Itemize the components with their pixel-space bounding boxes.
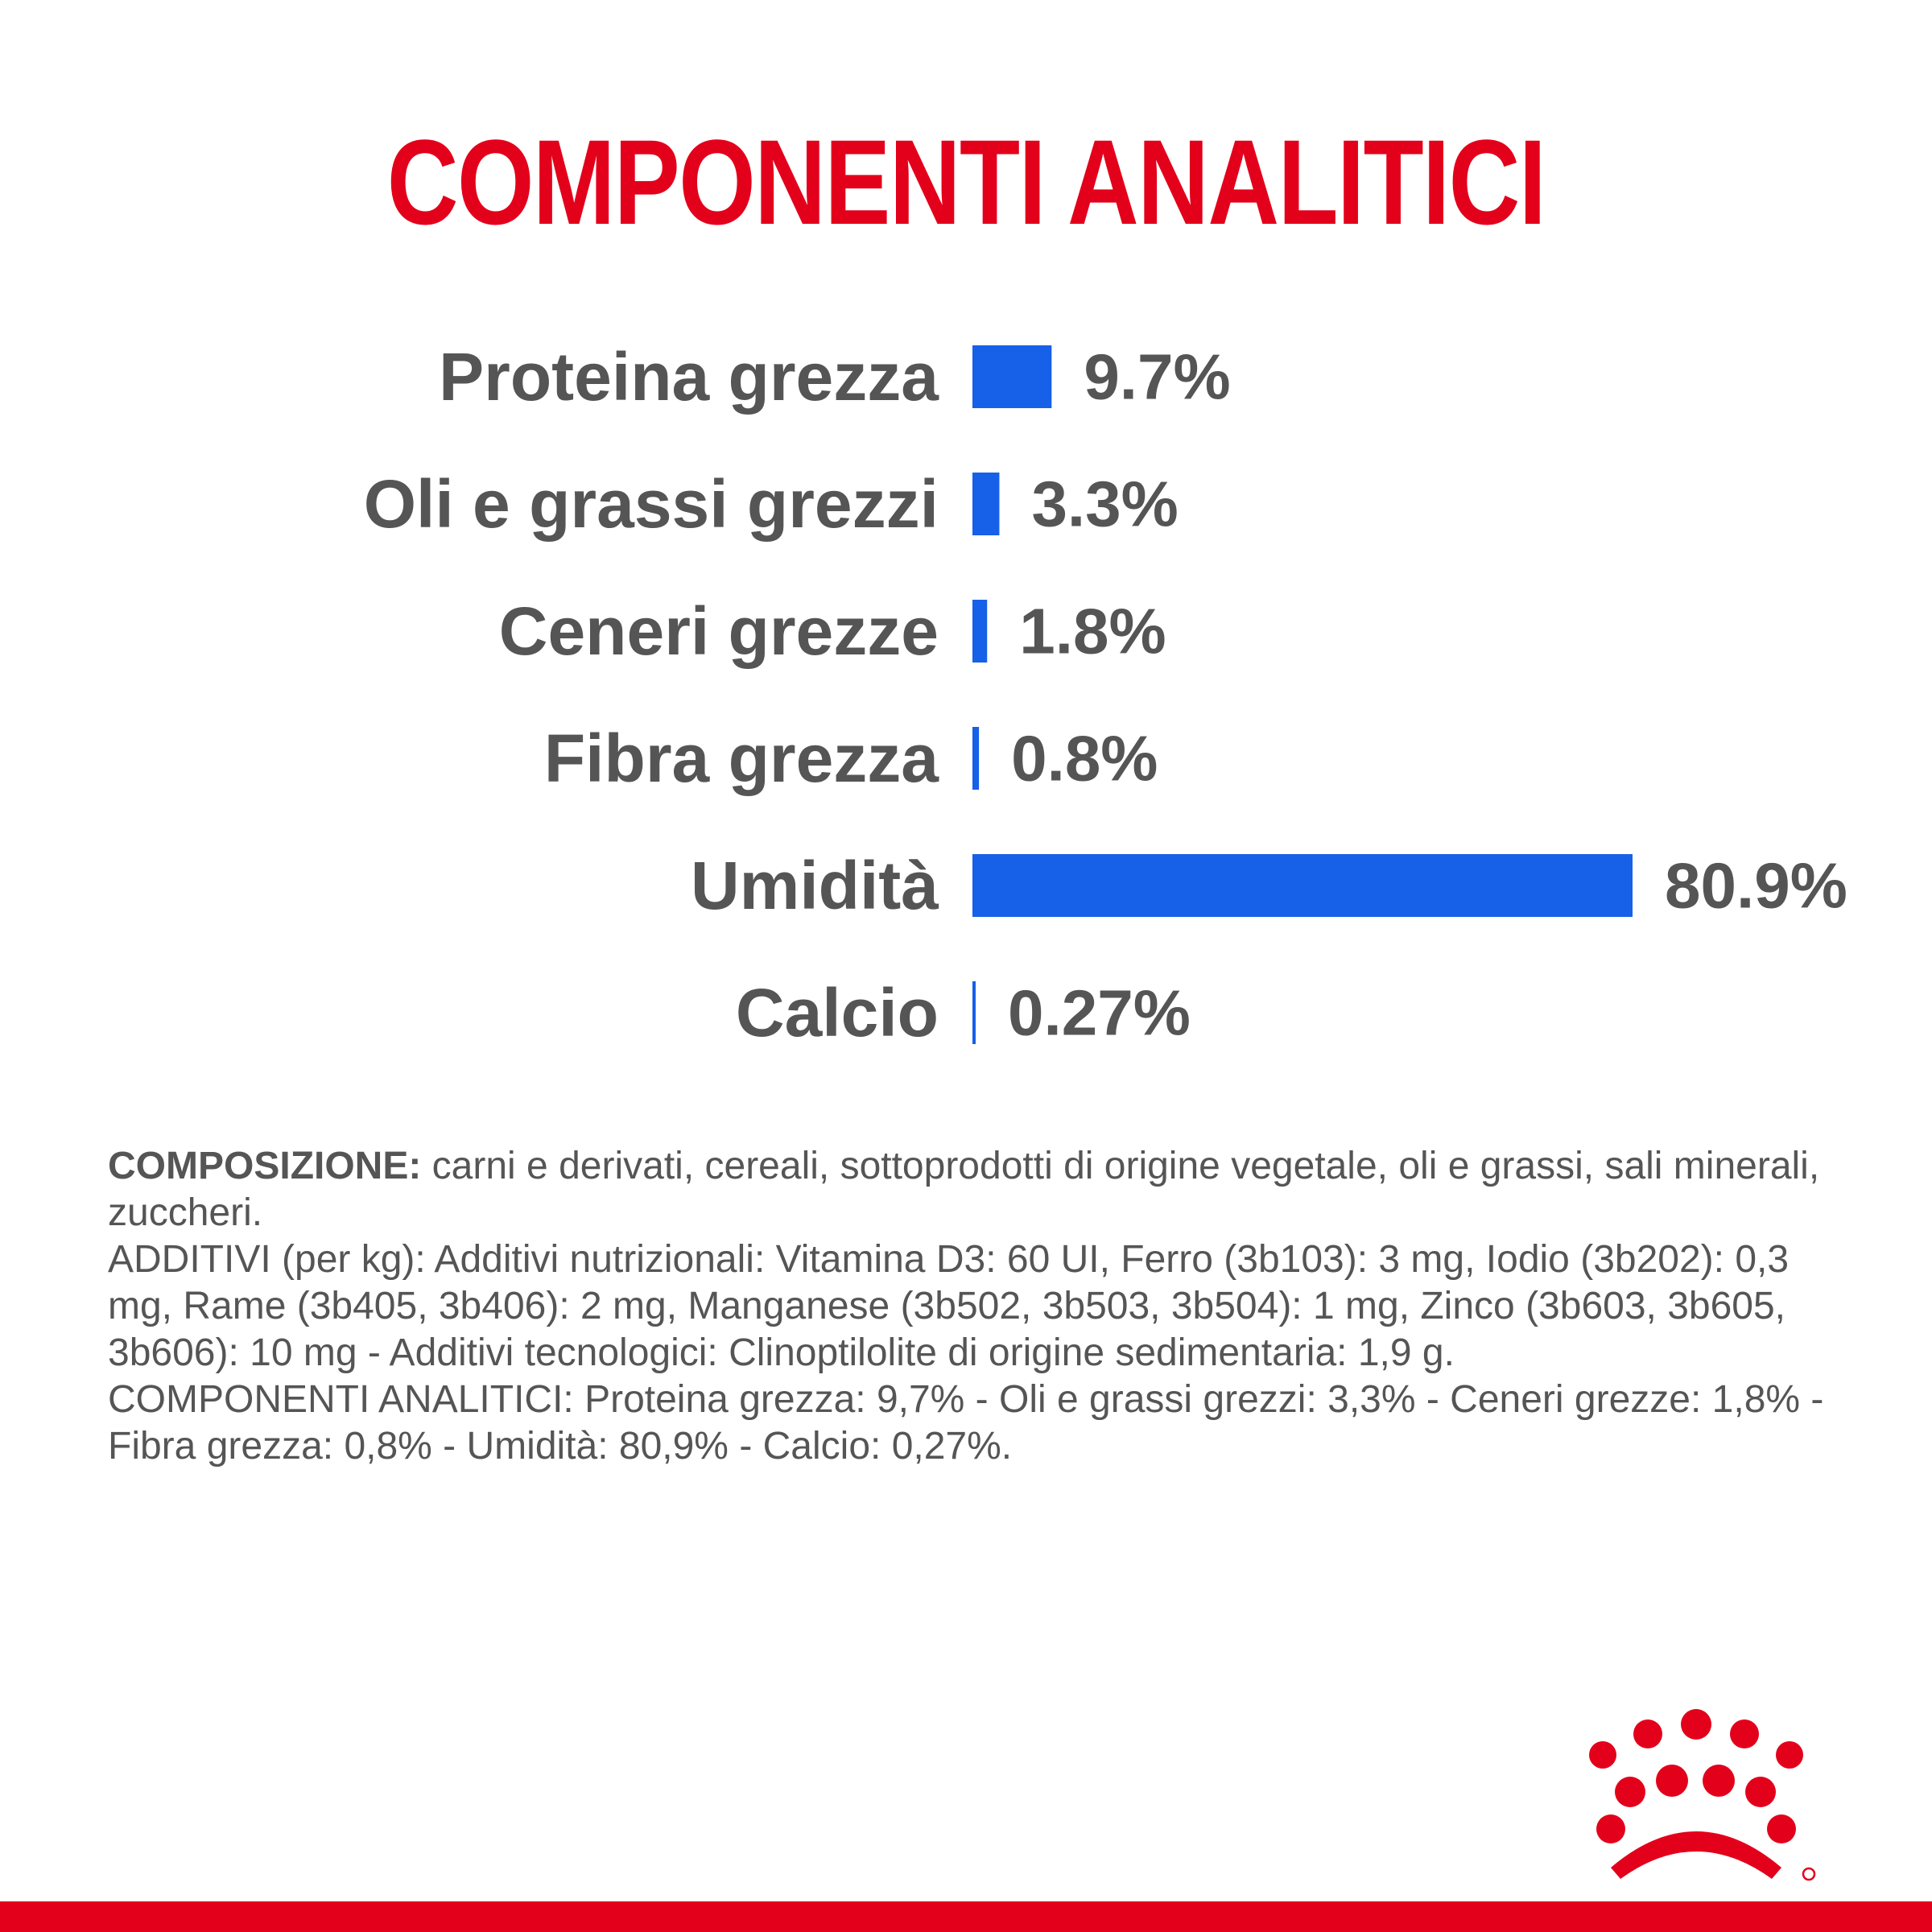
category-label: Umidità: [691, 848, 939, 923]
composition-ingredients: carni e derivati, cereali, sottoprodotti…: [108, 1145, 1820, 1234]
page-title: COMPONENTI ANALITICI: [386, 114, 1546, 250]
category-label: Fibra grezza: [544, 720, 939, 796]
composition-heading: COMPOSIZIONE:: [108, 1145, 422, 1187]
category-label: Proteina grezza: [439, 339, 939, 415]
bar: [972, 727, 980, 790]
category-label: Calcio: [736, 975, 939, 1051]
category-label: Ceneri grezze: [499, 593, 939, 669]
value-label: 0.27%: [1008, 977, 1191, 1049]
value-label: 0.8%: [1011, 723, 1158, 795]
bottom-accent-bar: [0, 1901, 1932, 1932]
value-label: 3.3%: [1031, 469, 1178, 540]
value-label: 9.7%: [1084, 341, 1230, 413]
bar: [972, 473, 1000, 535]
analytical-paragraph: COMPONENTI ANALITICI: Proteina grezza: 9…: [108, 1378, 1824, 1468]
bar: [972, 854, 1633, 917]
composition-paragraph: COMPOSIZIONE: carni e derivati, cereali,…: [108, 1143, 1831, 1236]
analytical-components-chart: Proteina grezza 9.7% Oli e grassi grezzi 3.…: [364, 339, 1847, 1051]
bar: [972, 981, 976, 1044]
bar: [972, 600, 988, 663]
composition-text: COMPOSIZIONE: carni e derivati, cereali,…: [108, 1143, 1831, 1470]
royal-canin-crown-logo-icon: [1589, 1709, 1816, 1881]
category-label: Oli e grassi grezzi: [364, 466, 939, 542]
additives-paragraph: ADDITIVI (per kg): Additivi nutrizionali…: [108, 1238, 1790, 1374]
bar: [972, 345, 1052, 408]
value-label: 80.9%: [1665, 850, 1847, 922]
value-label: 1.8%: [1019, 596, 1166, 667]
